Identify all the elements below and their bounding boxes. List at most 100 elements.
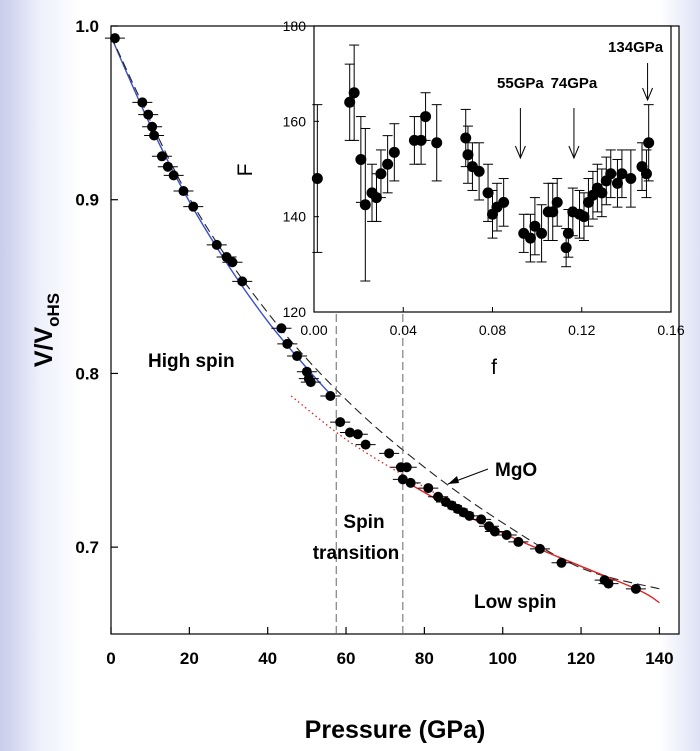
mgo-arrow-head <box>448 476 459 484</box>
data-point <box>143 109 154 120</box>
data-point <box>397 474 408 485</box>
main-data-points <box>104 33 646 594</box>
inset-data-points <box>311 44 655 282</box>
inset-x-tick-label: 0.08 <box>479 322 506 338</box>
data-point <box>630 583 641 594</box>
inset-data-point <box>375 168 387 180</box>
inset-data-point <box>382 158 394 170</box>
pressure-arrow-head <box>642 87 654 102</box>
inset-data-point <box>388 146 400 158</box>
data-point <box>603 578 614 589</box>
x-tick-label: 40 <box>258 649 277 668</box>
inset-y-tick-label: 180 <box>283 18 307 34</box>
inset-y-axis-label: F <box>234 164 257 177</box>
spin-transition-label-2: transition <box>313 543 400 564</box>
x-tick-label: 140 <box>645 649 673 668</box>
inset-data-point <box>640 168 652 180</box>
data-point <box>534 543 545 554</box>
inset-plot: 0.00 0.04 0.08 0.12 0.16 120 140 160 180 f F 55GPa… <box>234 18 685 379</box>
data-point <box>360 439 371 450</box>
inset-data-point <box>344 96 356 108</box>
y-axis-label: V/VoHS <box>30 293 63 367</box>
data-point <box>227 257 238 268</box>
data-point <box>188 201 199 212</box>
data-point <box>149 130 160 141</box>
data-point <box>168 170 179 181</box>
mgo-label: MgO <box>495 460 537 481</box>
inset-x-tick-label: 0.04 <box>390 322 417 338</box>
data-point <box>276 323 287 334</box>
x-tick-label: 120 <box>567 649 595 668</box>
y-axis-label-main: V/V <box>30 327 58 368</box>
data-point <box>292 351 303 362</box>
y-axis-label-sub: oHS <box>44 293 63 327</box>
data-point <box>156 151 167 162</box>
y-tick-label: 0.9 <box>75 191 99 210</box>
inset-data-point <box>359 199 371 211</box>
pressure-arrow-label: 134GPa <box>608 39 664 56</box>
inset-y-tick-label: 140 <box>283 209 307 225</box>
data-point <box>178 186 189 197</box>
y-tick-label: 0.7 <box>75 538 99 557</box>
inset-data-point <box>605 168 617 180</box>
pressure-arrow-label: 74GPa <box>551 75 598 92</box>
inset-data-point <box>355 153 367 165</box>
data-point <box>305 377 316 388</box>
inset-pressure-arrows: 55GPa 74GPa 134GPa <box>497 39 664 160</box>
inset-y-tick-label: 160 <box>283 113 307 129</box>
data-point <box>489 526 500 537</box>
x-tick-label: 20 <box>180 649 199 668</box>
data-point <box>211 239 222 250</box>
inset-data-point <box>529 220 541 232</box>
inset-data-point <box>547 206 559 218</box>
y-tick-label: 0.8 <box>75 364 99 383</box>
inset-data-point <box>551 196 563 208</box>
inset-y-tick-label: 120 <box>283 304 307 320</box>
inset-data-point <box>473 165 485 177</box>
data-point <box>401 462 412 473</box>
inset-data-point <box>311 173 323 185</box>
data-point <box>556 557 567 568</box>
x-tick-label: 60 <box>337 649 356 668</box>
low-spin-label: Low spin <box>474 592 556 613</box>
x-tick-label: 100 <box>489 649 517 668</box>
data-point <box>237 276 248 287</box>
fit-curve-red-dot <box>290 395 464 510</box>
spin-transition-bounds <box>335 291 404 634</box>
inset-data-point <box>536 227 548 239</box>
inset-data-point <box>420 111 432 123</box>
inset-data-point <box>462 149 474 161</box>
inset-data-point <box>611 177 623 189</box>
data-point <box>513 536 524 547</box>
pressure-arrow-head <box>514 145 526 160</box>
pressure-arrow-head <box>568 145 580 160</box>
inset-x-axis-label: f <box>491 356 497 379</box>
inset-data-point <box>625 173 637 185</box>
data-point <box>162 161 173 172</box>
main-axes: 0 20 40 60 80 100 120 140 0.7 0.8 0.9 1.0 Pressure (… <box>30 17 674 744</box>
inset-x-tick-label: 0.16 <box>657 322 684 338</box>
high-spin-label: High spin <box>148 351 235 372</box>
inset-data-point <box>498 196 510 208</box>
data-point <box>335 417 346 428</box>
inset-data-point <box>616 168 628 180</box>
x-tick-label: 0 <box>106 649 115 668</box>
data-point <box>501 529 512 540</box>
data-point <box>476 514 487 525</box>
data-point <box>282 338 293 349</box>
data-point <box>405 477 416 488</box>
data-point <box>109 33 120 44</box>
data-point <box>325 391 336 402</box>
inset-data-point <box>524 232 536 244</box>
inset-data-point <box>560 242 572 254</box>
inset-data-point <box>578 211 590 223</box>
data-point <box>344 427 355 438</box>
data-point <box>384 448 395 459</box>
inset-data-point <box>562 227 574 239</box>
inset-data-point <box>596 187 608 199</box>
data-point <box>352 429 363 440</box>
data-point <box>464 510 475 521</box>
inset-data-point <box>643 137 655 149</box>
inset-x-tick-label: 0.00 <box>300 322 327 338</box>
